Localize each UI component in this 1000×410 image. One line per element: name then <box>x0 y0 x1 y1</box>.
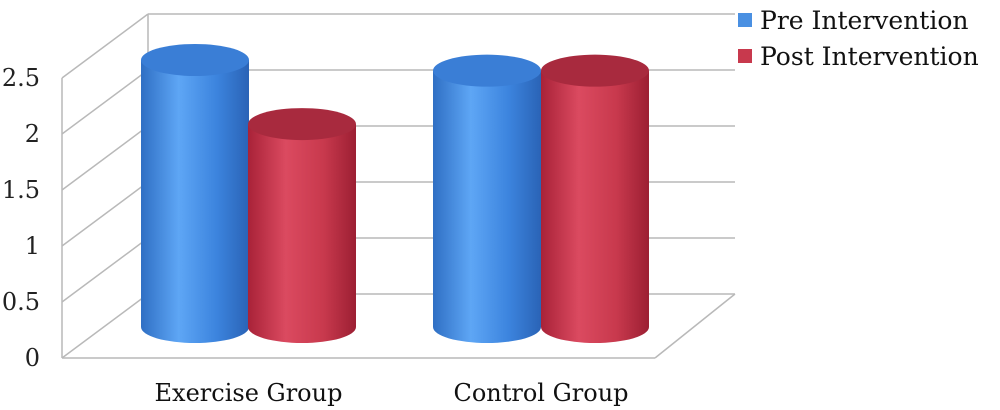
bars <box>141 44 649 344</box>
bar-pre-intervention-0 <box>141 60 249 343</box>
y-tick-label: 1 <box>25 232 40 260</box>
x-category-label: Control Group <box>453 379 628 407</box>
side-wall-line <box>61 69 149 135</box>
bar-post-intervention-1 <box>541 70 649 344</box>
y-tick-label: 0.5 <box>2 288 40 316</box>
x-category-label: Exercise Group <box>155 379 343 407</box>
bar-top <box>541 54 649 87</box>
floor-right-edge <box>654 293 736 359</box>
side-wall-line <box>61 181 149 247</box>
y-tick-label: 2 <box>25 120 40 148</box>
legend-label-post: Post Intervention <box>760 41 979 71</box>
y-tick-label: 1.5 <box>2 176 40 204</box>
bar-pre-intervention-1 <box>433 70 541 344</box>
legend-item-post: Post Intervention <box>738 38 979 74</box>
side-wall-line <box>61 293 149 359</box>
bar-top <box>248 108 356 141</box>
bar-top <box>433 54 541 87</box>
y-tick-label: 2.5 <box>2 64 40 92</box>
bar-top <box>141 44 249 76</box>
legend-label-pre: Pre Intervention <box>760 5 969 35</box>
bar-post-intervention-0 <box>248 124 356 343</box>
legend-swatch-pre <box>738 13 752 27</box>
legend: Pre Intervention Post Intervention <box>738 2 979 74</box>
x-axis-labels: Exercise Group Control Group <box>155 379 629 407</box>
side-wall-line <box>61 237 149 303</box>
legend-item-pre: Pre Intervention <box>738 2 979 38</box>
legend-swatch-post <box>738 49 752 63</box>
y-tick-label: 0 <box>25 344 40 372</box>
y-axis-ticks: 0 0.5 1 1.5 2 2.5 <box>2 64 40 372</box>
side-wall-line <box>61 13 149 79</box>
side-wall-line <box>61 125 149 191</box>
